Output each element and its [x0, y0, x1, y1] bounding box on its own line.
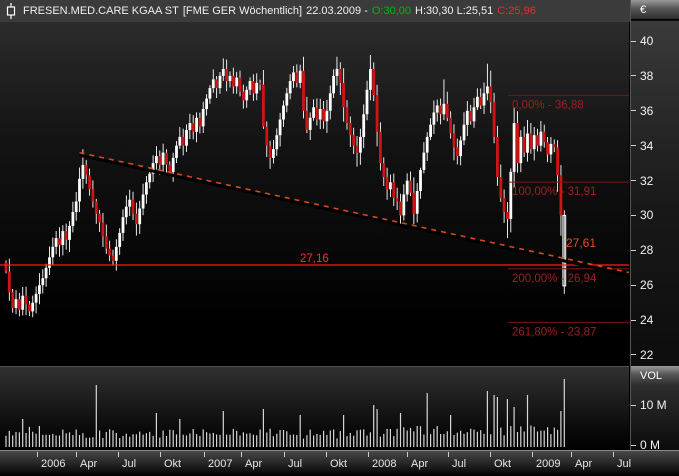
volume-tick: 0 M	[631, 438, 660, 452]
title-open-value: O:30,00	[371, 5, 411, 17]
title-bar[interactable]: FRESEN.MED.CARE KGAA ST [FME GER Wöchent…	[0, 0, 630, 22]
price-chart-pane[interactable]: 0,00% - 36,88 100,00% - 31,91 200,00% - 26…	[0, 22, 629, 364]
price-tick: 36	[631, 104, 653, 118]
time-tick	[284, 452, 285, 457]
currency-axis-header: €	[631, 0, 679, 20]
time-tick-label: 2009	[536, 458, 561, 470]
fib-level-label: 100,00% - 31,91	[512, 186, 596, 198]
title-close-value: C:25,96	[497, 5, 536, 17]
fib-level-label: 0,00% - 36,88	[512, 99, 584, 111]
time-tick-label: Apr	[575, 458, 593, 470]
time-tick	[204, 452, 205, 457]
price-tick: 26	[631, 278, 653, 292]
fib-level-label: 200,00% - 26,94	[512, 273, 597, 285]
time-tick	[448, 452, 449, 457]
candles	[4, 55, 567, 318]
volume-header-label: VOL	[640, 369, 663, 382]
price-tick: 30	[631, 208, 653, 222]
time-tick	[532, 452, 533, 457]
volume-bars	[5, 379, 565, 447]
trend-line-value-label: 27,61	[566, 236, 596, 250]
time-tick	[76, 452, 77, 457]
volume-axis-header: VOL	[631, 366, 679, 386]
fib-level-label: 261,80% - 23,87	[512, 326, 596, 338]
time-tick-label: Jul	[288, 458, 303, 470]
time-axis: 2006 Apr Jul Okt 2007 Apr Jul Okt 2008 Apr Jul Okt 2…	[0, 450, 679, 476]
time-tick	[118, 452, 119, 457]
price-tick: 34	[631, 139, 653, 153]
volume-chart-pane[interactable]	[0, 366, 629, 450]
time-tick-label: Jul	[452, 458, 467, 470]
time-tick	[571, 452, 572, 457]
time-tick	[160, 452, 161, 457]
time-tick-label: Jul	[617, 458, 632, 470]
time-tick-label: Apr	[411, 458, 429, 470]
price-tick: 28	[631, 243, 653, 257]
trend-line: 27,61	[79, 151, 629, 277]
time-tick	[613, 452, 614, 457]
time-tick-label: Okt	[330, 458, 348, 470]
time-tick	[241, 452, 242, 457]
time-tick-label: 2006	[41, 458, 66, 470]
title-context: [FME GER Wöchentlich]	[182, 5, 303, 17]
time-tick	[326, 452, 327, 457]
time-tick	[407, 452, 408, 457]
support-line: 27,16	[0, 253, 629, 266]
time-tick	[37, 452, 38, 457]
price-tick: 22	[631, 348, 653, 362]
volume-axis: 10 M 0 M	[631, 385, 679, 452]
time-tick-label: 2007	[208, 458, 233, 470]
title-date: 22.03.2009 -	[306, 5, 368, 17]
title-symbol: FRESEN.MED.CARE KGAA ST	[23, 5, 179, 17]
support-line-label: 27,16	[300, 253, 329, 265]
time-tick-label: Apr	[80, 458, 98, 470]
price-tick: 24	[631, 313, 653, 327]
time-tick-label: Apr	[245, 458, 263, 470]
right-axis-column: € 40 38 36 34 32 30 28 26 24 22 VOL 10 M 0 M	[630, 0, 679, 452]
time-tick-label: 2008	[372, 458, 397, 470]
currency-label: €	[640, 3, 647, 16]
volume-tick: 10 M	[631, 398, 667, 412]
time-tick-label: Okt	[494, 458, 512, 470]
price-tick: 38	[631, 69, 653, 83]
title-high-low-values: H:30,30 L:25,51	[415, 5, 494, 17]
time-tick	[490, 452, 491, 457]
time-tick-label: Okt	[164, 458, 182, 470]
price-axis: 40 38 36 34 32 30 28 26 24 22	[631, 21, 679, 364]
candlestick-icon	[5, 3, 17, 19]
fibonacci-levels: 0,00% - 36,88 100,00% - 31,91 200,00% - 26…	[508, 94, 629, 338]
time-tick-label: Jul	[122, 458, 137, 470]
price-tick: 32	[631, 174, 653, 188]
time-tick	[368, 452, 369, 457]
price-tick: 40	[631, 34, 653, 48]
